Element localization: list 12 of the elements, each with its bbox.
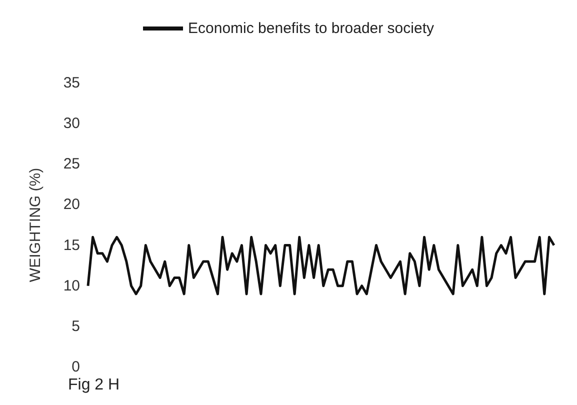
y-tick-label: 0 xyxy=(72,358,80,376)
y-tick-label: 20 xyxy=(63,196,80,214)
legend-label: Economic benefits to broader society xyxy=(188,20,434,37)
y-tick-label: 10 xyxy=(63,277,80,294)
y-tick-label: 30 xyxy=(63,115,80,132)
y-tick-label: 35 xyxy=(63,74,80,92)
y-axis-title: WEIGHTING (%) xyxy=(27,168,44,282)
caption: Fig 2 H xyxy=(68,376,120,394)
y-tick-label: 25 xyxy=(63,156,80,173)
y-tick-label: 5 xyxy=(72,318,80,335)
y-tick-label: 15 xyxy=(63,236,80,254)
line-series xyxy=(86,236,556,296)
